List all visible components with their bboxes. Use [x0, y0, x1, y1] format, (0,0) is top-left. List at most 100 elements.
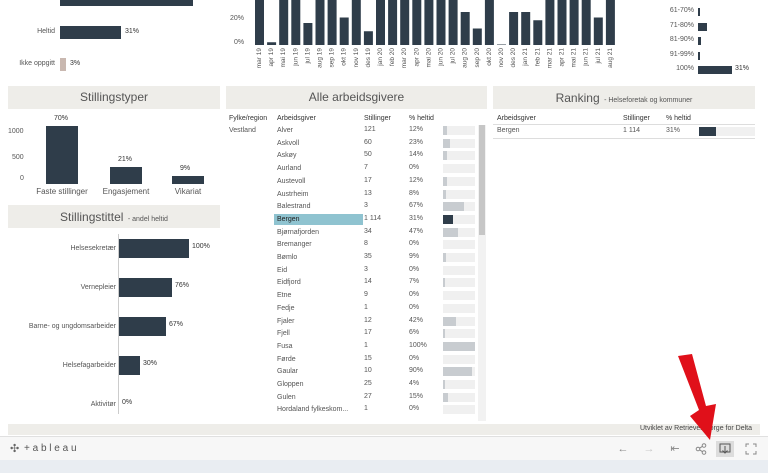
arbeidsgivere-table[interactable]: Fylke/region Arbeidsgiver Stillinger % h…	[226, 113, 488, 423]
employer-cell[interactable]: Hordaland fylkeskom...	[277, 406, 349, 414]
month-bar[interactable]	[363, 31, 373, 45]
month-bar[interactable]	[509, 12, 519, 45]
employer-cell[interactable]: Austevoll	[277, 177, 306, 185]
month-bar[interactable]	[388, 0, 398, 46]
category-bar[interactable]	[60, 26, 121, 39]
month-bar[interactable]	[303, 23, 313, 45]
type-bar[interactable]	[46, 126, 78, 184]
heltid-bar[interactable]	[443, 202, 464, 212]
table-row[interactable]: Fedje 1 0%	[226, 303, 476, 314]
heltid-bar[interactable]	[443, 126, 447, 135]
tableau-logo-icon[interactable]: ✣	[10, 443, 20, 455]
month-bar[interactable]	[521, 12, 531, 45]
ranking-table[interactable]: Arbeidsgiver Stillinger % heltid Bergen 1…	[493, 113, 755, 143]
table-row[interactable]: Austevoll 17 12%	[226, 176, 476, 187]
col-header-stillinger[interactable]: Stillinger	[364, 115, 391, 122]
table-row[interactable]: Askvoll 60 23%	[226, 138, 476, 149]
month-bar[interactable]	[315, 0, 325, 45]
employer-cell[interactable]: Eidfjord	[277, 279, 301, 287]
fullscreen-icon[interactable]	[742, 441, 760, 457]
category-bar[interactable]	[60, 0, 193, 6]
col-header-fylke[interactable]: Fylke/region	[229, 115, 268, 122]
month-bar[interactable]	[497, 44, 506, 46]
employer-cell[interactable]: Askvoll	[277, 139, 300, 147]
table-row[interactable]: Gaular 10 90%	[226, 366, 476, 377]
table-row[interactable]: Alver 121 12%	[226, 125, 476, 136]
category-bar[interactable]	[60, 58, 66, 71]
month-bar[interactable]	[460, 12, 470, 45]
month-bar[interactable]	[424, 0, 434, 46]
heltid-bar[interactable]	[443, 214, 453, 224]
table-row[interactable]: Austrheim 13 8%	[226, 189, 476, 200]
employer-cell[interactable]: Etne	[277, 292, 292, 300]
employer-cell[interactable]: Bjørnafjorden	[277, 228, 320, 236]
col-header-heltid[interactable]: % heltid	[409, 115, 434, 122]
heltid-bar[interactable]	[443, 329, 445, 339]
table-row[interactable]: Bergen 1 114 31%	[226, 213, 476, 225]
month-bar[interactable]	[339, 17, 349, 46]
employer-cell[interactable]: Gaular	[277, 368, 299, 376]
table-row[interactable]: Askøy 50 14%	[226, 150, 476, 161]
employer-cell[interactable]: Fjaler	[277, 317, 295, 325]
col-header-arbeidsgiver[interactable]: Arbeidsgiver	[277, 115, 316, 122]
table-row[interactable]: Gloppen 25 4%	[226, 379, 476, 390]
heltid-bar[interactable]	[443, 176, 447, 186]
heltid-bar[interactable]	[443, 278, 445, 288]
heltid-bar[interactable]	[443, 253, 446, 262]
month-bar[interactable]	[545, 0, 555, 46]
employer-cell[interactable]: Førde	[277, 355, 296, 363]
col-header-stillinger[interactable]: Stillinger	[623, 115, 650, 122]
employer-cell[interactable]: Gloppen	[277, 381, 304, 388]
month-bar[interactable]	[593, 17, 603, 46]
title-bar[interactable]	[119, 317, 166, 336]
heltid-bar[interactable]	[443, 227, 458, 237]
employer-cell[interactable]: Fedje	[277, 304, 295, 312]
table-row[interactable]: Aurland 7 0%	[226, 163, 476, 174]
employer-cell[interactable]: Austrheim	[277, 190, 309, 198]
table-row[interactable]: Eid 3 0%	[226, 265, 476, 276]
title-bar[interactable]	[119, 278, 172, 297]
col-header-arbeidsgiver[interactable]: Arbeidsgiver	[497, 115, 536, 122]
title-bar[interactable]	[119, 356, 140, 375]
employer-cell[interactable]: Alver	[277, 127, 293, 134]
table-row[interactable]: Hordaland fylkeskom... 1 0%	[226, 404, 476, 415]
month-bar[interactable]	[436, 0, 446, 45]
month-bar[interactable]	[448, 0, 458, 46]
table-row[interactable]: Førde 15 0%	[226, 354, 476, 365]
month-bar[interactable]	[484, 0, 494, 45]
month-bar[interactable]	[533, 20, 543, 45]
employer-cell[interactable]: Fusa	[277, 342, 293, 350]
distribution-bar[interactable]	[698, 22, 707, 31]
month-bar[interactable]	[400, 0, 410, 45]
heltid-bar[interactable]	[443, 380, 445, 389]
month-bar[interactable]	[569, 0, 579, 45]
employer-cell[interactable]: Bergen	[497, 127, 520, 134]
month-bar[interactable]	[255, 0, 264, 45]
employer-cell[interactable]: Bremanger	[277, 241, 312, 249]
revert-icon[interactable]: ⇤	[670, 443, 680, 455]
heltid-bar[interactable]	[443, 341, 475, 351]
table-row[interactable]: Gulen 27 15%	[226, 392, 476, 403]
col-header-heltid[interactable]: % heltid	[666, 115, 691, 122]
tableau-logo-text[interactable]: + a b l e a u	[24, 443, 77, 454]
table-row[interactable]: Balestrand 3 67%	[226, 201, 476, 212]
employer-cell[interactable]: Askøy	[277, 152, 297, 160]
table-row[interactable]: Bømlo 35 9%	[226, 252, 476, 263]
distribution-bar[interactable]	[698, 66, 732, 74]
heltid-bar[interactable]	[699, 127, 716, 136]
title-bar[interactable]	[119, 239, 189, 258]
employer-cell[interactable]: Gulen	[277, 393, 296, 401]
table-row[interactable]: Etne 9 0%	[226, 290, 476, 301]
month-bar[interactable]	[605, 0, 615, 46]
employer-cell[interactable]: Aurland	[277, 165, 302, 173]
heltid-bar[interactable]	[443, 392, 448, 402]
month-bar[interactable]	[376, 0, 385, 45]
month-bar[interactable]	[412, 0, 422, 45]
heltid-bar[interactable]	[443, 367, 472, 377]
heltid-bar[interactable]	[443, 151, 447, 161]
table-row[interactable]: Bremanger 8 0%	[226, 239, 476, 250]
month-bar[interactable]	[557, 0, 567, 45]
employer-cell[interactable]: Balestrand	[277, 203, 311, 211]
month-bar[interactable]	[291, 0, 301, 45]
distribution-bar[interactable]	[698, 8, 700, 16]
